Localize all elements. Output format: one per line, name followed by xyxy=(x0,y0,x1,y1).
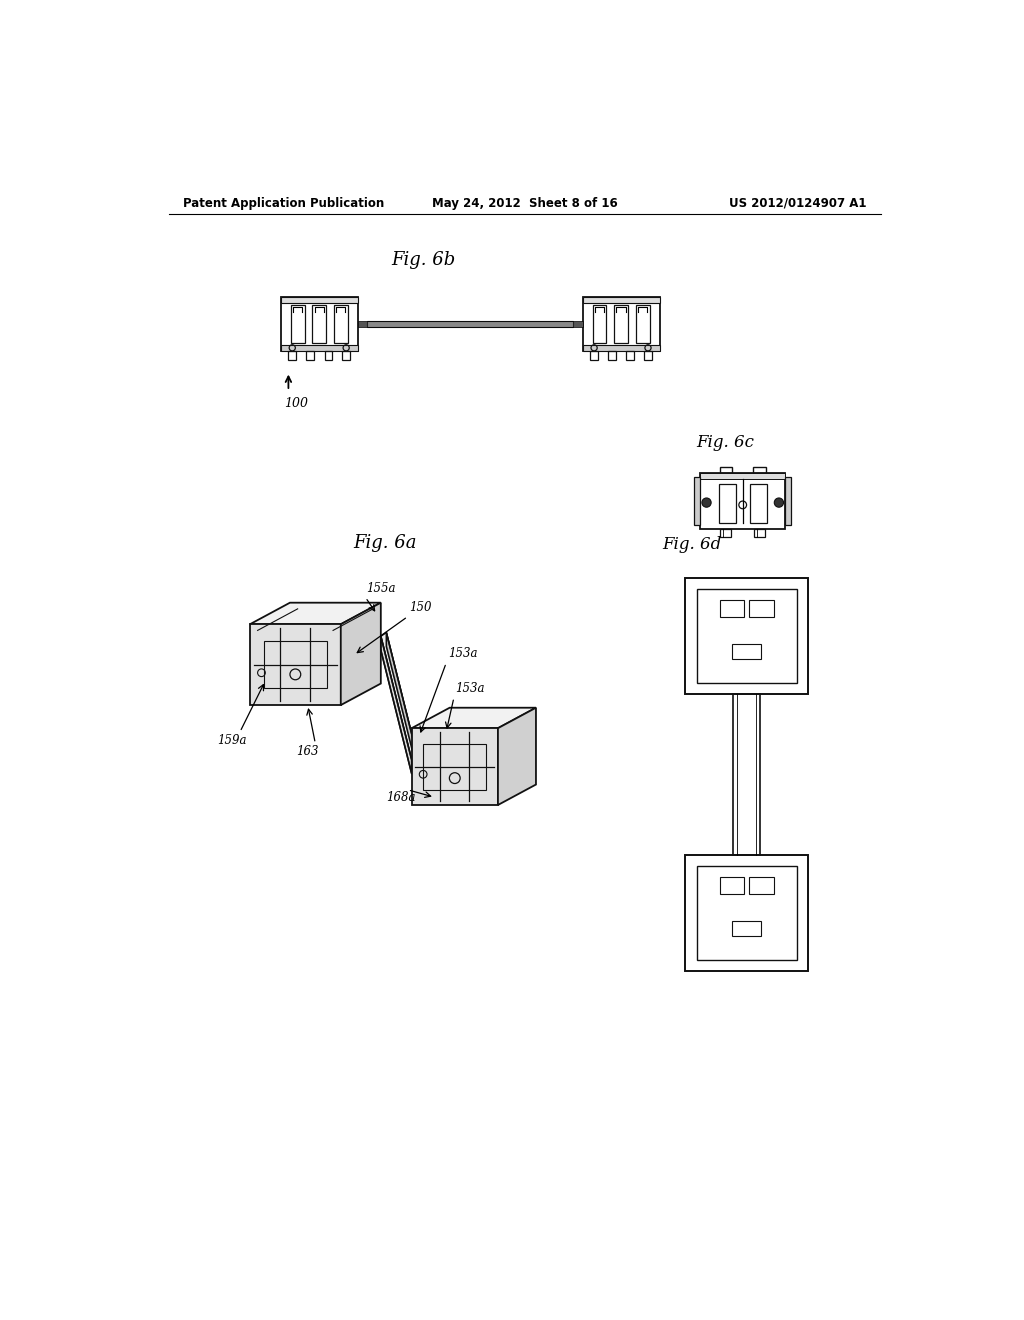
Bar xyxy=(590,351,598,360)
Text: 100: 100 xyxy=(285,397,308,411)
Polygon shape xyxy=(341,603,381,705)
Bar xyxy=(367,321,573,327)
Text: 153a: 153a xyxy=(447,647,477,660)
Bar xyxy=(357,321,367,327)
Bar xyxy=(325,351,333,360)
Bar xyxy=(583,345,659,351)
Bar xyxy=(312,305,326,343)
Bar xyxy=(720,467,732,474)
Polygon shape xyxy=(412,708,536,729)
Bar xyxy=(785,478,792,525)
Text: 150: 150 xyxy=(410,601,432,614)
Bar xyxy=(732,644,761,659)
Text: May 24, 2012  Sheet 8 of 16: May 24, 2012 Sheet 8 of 16 xyxy=(432,197,617,210)
Bar xyxy=(614,305,628,343)
Bar xyxy=(720,529,731,537)
Bar xyxy=(755,529,765,537)
Bar xyxy=(720,599,744,616)
Text: US 2012/0124907 A1: US 2012/0124907 A1 xyxy=(729,197,866,210)
Bar xyxy=(732,921,761,936)
Bar xyxy=(644,351,652,360)
Bar xyxy=(719,484,736,523)
Bar xyxy=(573,321,583,327)
Bar xyxy=(636,305,649,343)
Text: Fig. 6b: Fig. 6b xyxy=(391,251,456,269)
Text: Fig. 6a: Fig. 6a xyxy=(353,535,417,552)
Text: Fig. 6c: Fig. 6c xyxy=(696,434,755,451)
Bar xyxy=(685,855,808,970)
Circle shape xyxy=(774,498,783,507)
Text: 163: 163 xyxy=(296,744,318,758)
Bar xyxy=(694,478,700,525)
Bar xyxy=(334,305,348,343)
Text: 155a: 155a xyxy=(367,582,395,595)
Bar xyxy=(685,578,808,693)
Bar xyxy=(720,876,744,894)
Bar xyxy=(281,297,357,304)
Bar xyxy=(696,589,797,682)
Text: 153a: 153a xyxy=(456,682,485,696)
Bar xyxy=(423,743,486,789)
Polygon shape xyxy=(498,708,536,805)
Bar xyxy=(700,474,785,479)
Text: 168a: 168a xyxy=(386,792,416,804)
Circle shape xyxy=(701,498,711,507)
Bar xyxy=(754,467,766,474)
Bar xyxy=(733,693,761,855)
Polygon shape xyxy=(381,636,412,774)
Polygon shape xyxy=(250,624,341,705)
Bar xyxy=(749,599,773,616)
Bar xyxy=(289,351,296,360)
Polygon shape xyxy=(386,632,417,770)
Bar xyxy=(281,345,357,351)
Bar xyxy=(583,297,659,351)
Bar xyxy=(750,484,767,523)
Bar xyxy=(749,876,773,894)
Bar xyxy=(627,351,634,360)
Text: Patent Application Publication: Patent Application Publication xyxy=(183,197,384,210)
Bar xyxy=(583,297,659,304)
Bar xyxy=(696,866,797,960)
Polygon shape xyxy=(250,603,381,624)
Polygon shape xyxy=(412,729,498,805)
Bar xyxy=(291,305,304,343)
Bar xyxy=(306,351,313,360)
Bar xyxy=(281,297,357,351)
Bar xyxy=(593,305,606,343)
Text: Fig. 6d: Fig. 6d xyxy=(662,536,721,553)
Text: 159a: 159a xyxy=(217,734,247,747)
Bar xyxy=(342,351,350,360)
Bar xyxy=(608,351,615,360)
Bar xyxy=(700,474,785,529)
Bar xyxy=(264,642,327,688)
Polygon shape xyxy=(381,632,417,760)
